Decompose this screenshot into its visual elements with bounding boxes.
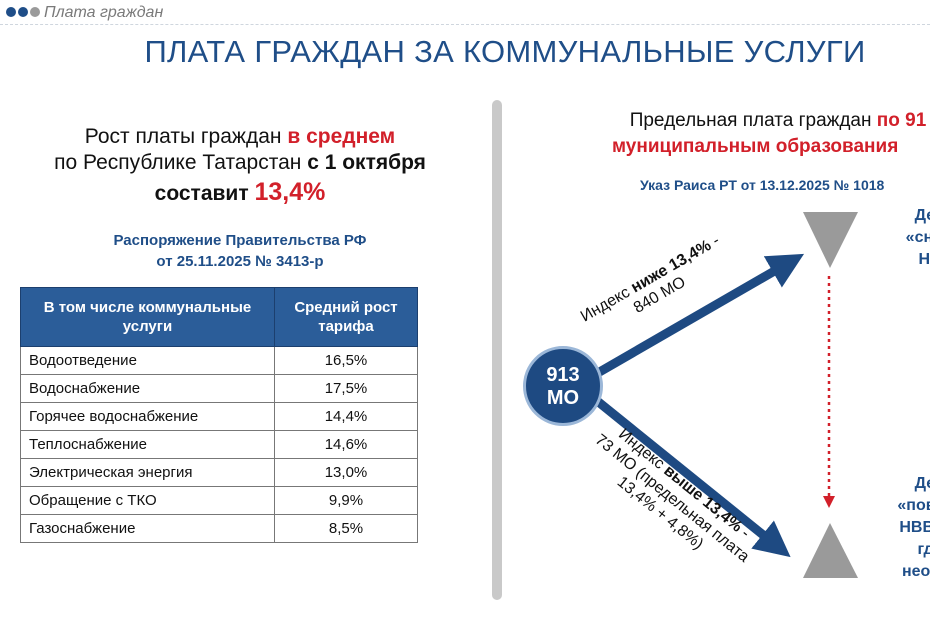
header-divider bbox=[0, 24, 930, 25]
table-row: Газоснабжение 8,5% bbox=[20, 514, 418, 543]
column-header-growth: Средний рост тарифа bbox=[274, 287, 418, 347]
left-heading-text: по Республике Татарстан bbox=[54, 151, 308, 174]
note-line: «повыш bbox=[897, 497, 930, 514]
arrow-down-icon bbox=[823, 496, 835, 508]
top-bar: Плата граждан bbox=[0, 0, 930, 28]
left-heading-text: Рост платы граждан bbox=[84, 125, 288, 148]
right-heading-line-2: муниципальным образования bbox=[612, 134, 930, 160]
right-heading-highlight: по 91 bbox=[876, 110, 927, 131]
dot-icon bbox=[30, 7, 40, 17]
column-header-services: В том числе коммунальные услуги bbox=[20, 287, 275, 347]
government-order-line-2: от 25.11.2025 № 3413-р bbox=[156, 253, 324, 270]
service-growth: 8,5% bbox=[274, 514, 418, 543]
service-growth: 13,0% bbox=[274, 458, 418, 487]
table-header-row: В том числе коммунальные услуги Средний … bbox=[20, 287, 418, 347]
service-growth: 16,5% bbox=[274, 346, 418, 375]
dot-icon bbox=[18, 7, 28, 17]
service-name: Водоснабжение bbox=[20, 374, 275, 403]
note-line: необхо bbox=[901, 563, 930, 580]
page-title: ПЛАТА ГРАЖДАН ЗА КОММУНАЛЬНЫЕ УСЛУГИ bbox=[144, 34, 866, 69]
badge-unit: МО bbox=[546, 387, 580, 409]
table-row: Теплоснабжение 14,6% bbox=[20, 430, 418, 459]
note-line: Дел bbox=[914, 207, 930, 224]
service-name: Электрическая энергия bbox=[20, 458, 275, 487]
table-row: Водоотведение 16,5% bbox=[20, 346, 418, 375]
right-heading-text: Предельная плата граждан bbox=[629, 110, 877, 131]
service-name: Газоснабжение bbox=[20, 514, 275, 543]
growth-percent: 13,4% bbox=[254, 178, 326, 206]
decrease-triangle-icon bbox=[803, 212, 858, 268]
left-heading-line-2: по Республике Татарстан с 1 октября bbox=[20, 148, 460, 178]
left-heading-text: составит bbox=[154, 182, 255, 205]
service-growth: 14,4% bbox=[274, 402, 418, 431]
municipalities-count-badge: 913 МО bbox=[523, 346, 603, 426]
increase-note: Дел «повыш НВВ в т где необхо bbox=[855, 473, 930, 583]
badge-number: 913 bbox=[546, 364, 580, 386]
note-line: где bbox=[917, 541, 930, 558]
service-name: Водоотведение bbox=[20, 346, 275, 375]
tariff-table: В том числе коммунальные услуги Средний … bbox=[20, 287, 418, 543]
arrow-up-right bbox=[593, 253, 805, 378]
vertical-divider bbox=[492, 100, 502, 600]
table-row: Электрическая энергия 13,0% bbox=[20, 458, 418, 487]
left-heading-highlight: в среднем bbox=[287, 125, 396, 148]
breadcrumb: Плата граждан bbox=[44, 4, 164, 21]
service-growth: 14,6% bbox=[274, 430, 418, 459]
arrow-down-right bbox=[593, 396, 791, 558]
service-name: Теплоснабжение bbox=[20, 430, 275, 459]
note-line: НВВ в т bbox=[899, 519, 930, 536]
table-row: Водоснабжение 17,5% bbox=[20, 374, 418, 403]
left-heading-date: с 1 октября bbox=[307, 151, 426, 174]
increase-triangle-icon bbox=[803, 523, 858, 578]
note-line: Дел bbox=[914, 475, 930, 492]
decree-reference: Указ Раиса РТ от 13.12.2025 № 1018 bbox=[640, 177, 885, 193]
dot-icon bbox=[6, 7, 16, 17]
service-growth: 9,9% bbox=[274, 486, 418, 515]
right-heading-line-1: Предельная плата граждан по 91 bbox=[528, 108, 930, 134]
government-order-line-1: Распоряжение Правительства РФ bbox=[113, 232, 367, 249]
table-row: Горячее водоснабжение 14,4% bbox=[20, 402, 418, 431]
service-name: Горячее водоснабжение bbox=[20, 402, 275, 431]
right-heading-highlight: муниципальным образования bbox=[612, 136, 899, 157]
left-heading-line-3: составит 13,4% bbox=[20, 177, 460, 209]
left-heading-line-1: Рост платы граждан в среднем bbox=[20, 122, 460, 152]
note-line: НВ bbox=[918, 251, 930, 268]
